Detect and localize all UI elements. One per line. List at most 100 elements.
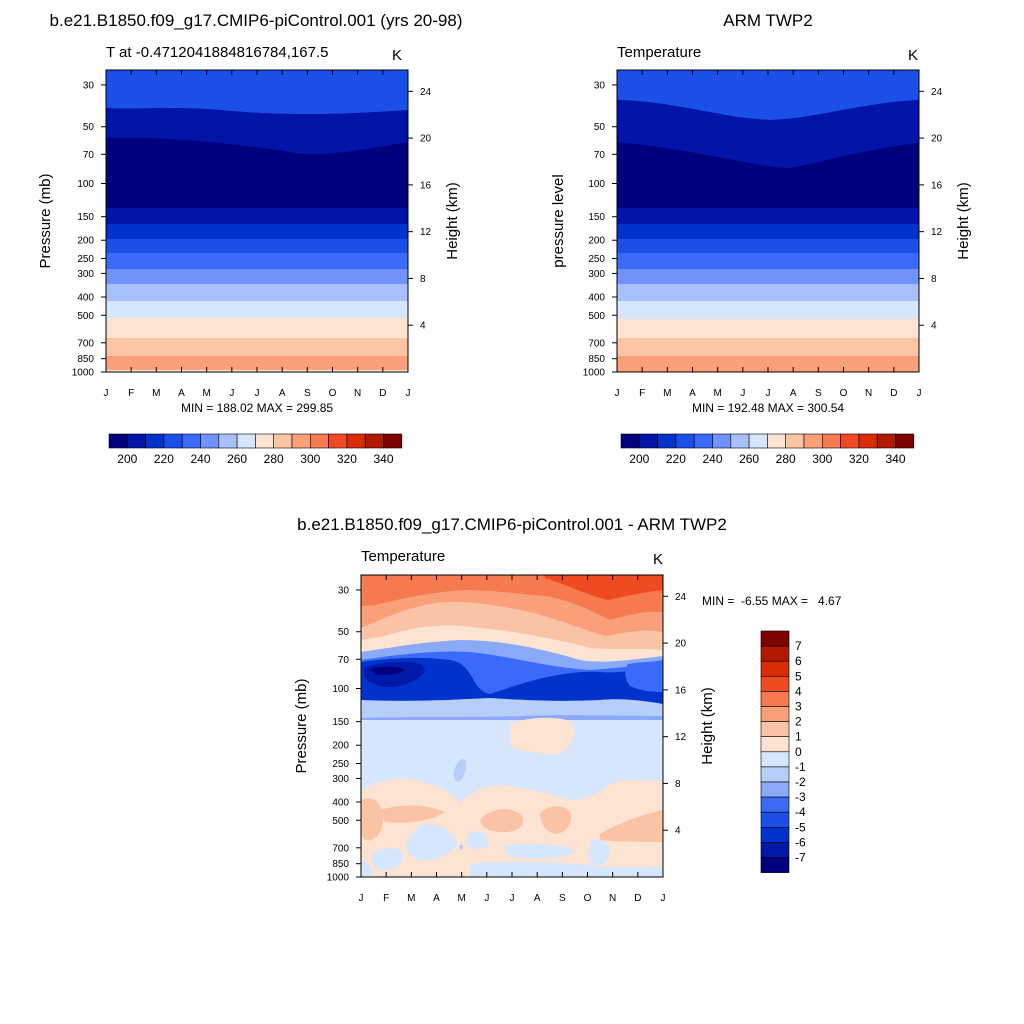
colorbar-swatch	[346, 433, 366, 449]
diff-lower-warm-4	[480, 809, 524, 832]
colorbar-label: -1	[795, 760, 806, 774]
colorbar-label: 220	[154, 452, 174, 466]
pressure-tick-label: 1000	[327, 873, 350, 884]
band-600	[106, 318, 408, 338]
colorbar-label: 4	[795, 684, 802, 698]
band-250	[106, 239, 408, 253]
panel-obs-variable-label: Temperature	[617, 44, 701, 61]
diff-lower-cool-8	[361, 861, 373, 877]
diff-top-warm-4	[545, 575, 663, 600]
colorbar-label: -2	[795, 775, 806, 789]
colorbar-swatch	[760, 842, 790, 858]
month-tick-label: J	[406, 388, 411, 399]
month-tick-label: D	[379, 388, 386, 399]
colorbar-label: 260	[739, 452, 759, 466]
colorbar-label: 7	[795, 639, 802, 653]
pressure-tick-label: 100	[77, 179, 94, 190]
colorbar-label: 3	[795, 700, 802, 714]
panel-diff-stats: MIN = -6.55 MAX = 4.67	[702, 594, 842, 608]
pressure-tick-label: 50	[594, 122, 606, 133]
colorbar-swatch	[328, 433, 348, 449]
pressure-tick-label: 100	[332, 684, 349, 695]
diff-lower-cool-1	[406, 824, 458, 860]
month-tick-label: D	[890, 388, 897, 399]
diff-lower-cool-7	[470, 861, 663, 877]
colorbar-label: 320	[849, 452, 869, 466]
pressure-tick-label: 150	[332, 717, 349, 728]
band-350	[106, 269, 408, 284]
pressure-tick-label: 850	[332, 859, 349, 870]
panel-diff-title: b.e21.B1850.f09_g17.CMIP6-piControl.001 …	[297, 515, 727, 534]
panel-diff-ylabel: Pressure (mb)	[293, 678, 310, 773]
diff-lower-warm-5	[540, 806, 572, 834]
month-tick-label: F	[383, 893, 389, 904]
pressure-tick-label: 1000	[72, 368, 95, 379]
pressure-tick-label: 850	[77, 354, 94, 365]
pressure-tick-label: 70	[83, 150, 95, 161]
colorbar-swatch	[638, 433, 658, 449]
diff-cool-right	[625, 660, 663, 692]
colorbar-label: 280	[776, 452, 796, 466]
diff-lower-warm-2	[361, 798, 383, 841]
pressure-tick-label: 1000	[583, 368, 606, 379]
band-200	[617, 224, 919, 239]
band-300	[106, 253, 408, 269]
colorbar-label: 5	[795, 669, 802, 683]
panel-model-plot-area	[105, 69, 409, 373]
pressure-tick-label: 400	[588, 292, 605, 303]
colorbar-label: 240	[702, 452, 722, 466]
diff-mid-light	[361, 698, 663, 718]
month-tick-label: M	[152, 388, 160, 399]
panel-obs-plot-area	[616, 69, 920, 373]
colorbar-swatch	[803, 433, 823, 449]
colorbar-swatch	[748, 433, 768, 449]
pressure-tick-label: 700	[588, 338, 605, 349]
month-tick-label: S	[815, 388, 822, 399]
panel-diff: b.e21.B1850.f09_g17.CMIP6-piControl.001 …	[293, 515, 842, 904]
panel-model-variable-label: T at -0.4712041884816784,167.5	[106, 44, 328, 61]
panel-model-pressure-axis: 30 50 70 100 150 200 250 300 400 500 700 850 1000	[72, 80, 106, 379]
band-upper-mid	[106, 108, 408, 155]
band-500	[617, 301, 919, 319]
colorbar-swatch	[657, 433, 677, 449]
band-400	[106, 284, 408, 301]
colorbar-swatch	[712, 433, 732, 449]
diff-tiny-cool	[459, 844, 464, 850]
pressure-tick-label: 500	[77, 311, 94, 322]
month-tick-label: D	[634, 893, 641, 904]
colorbar-swatch	[383, 433, 403, 449]
colorbar-swatch	[876, 433, 896, 449]
panel-obs-ylabel: pressure level	[550, 174, 567, 267]
colorbar-label: 300	[812, 452, 832, 466]
diff-top-warm-left	[361, 575, 395, 600]
panel-obs-pressure-axis: 30 50 70 100 150 200 250 300 400 500 700 850 1000	[583, 80, 617, 379]
band-600	[617, 319, 919, 338]
diff-top-neutral	[361, 625, 663, 662]
colorbar-swatch	[218, 433, 238, 449]
colorbar-swatch	[730, 433, 750, 449]
panel-obs-colorbar: 200 220 240 260 280 300 320 340	[620, 433, 915, 466]
height-tick-label: 24	[675, 592, 687, 603]
band-300	[617, 253, 919, 269]
pressure-tick-label: 700	[77, 338, 94, 349]
pressure-tick-label: 400	[332, 797, 349, 808]
colorbar-label: 6	[795, 654, 802, 668]
band-700	[617, 338, 919, 356]
colorbar-swatch	[145, 433, 165, 449]
diff-lower-warm-6	[600, 810, 663, 842]
height-tick-label: 4	[675, 826, 681, 837]
colorbar-swatch	[895, 433, 915, 449]
colorbar-swatch	[760, 630, 790, 647]
month-tick-label: J	[917, 388, 922, 399]
height-tick-label: 16	[420, 180, 432, 191]
colorbar-label: -5	[795, 820, 806, 834]
height-tick-label: 4	[420, 321, 426, 332]
month-tick-label: N	[609, 893, 616, 904]
month-tick-label: N	[865, 388, 872, 399]
height-tick-label: 16	[675, 685, 687, 696]
month-tick-label: O	[329, 388, 337, 399]
colorbar-swatch	[821, 433, 841, 449]
colorbar-swatch	[127, 433, 146, 449]
